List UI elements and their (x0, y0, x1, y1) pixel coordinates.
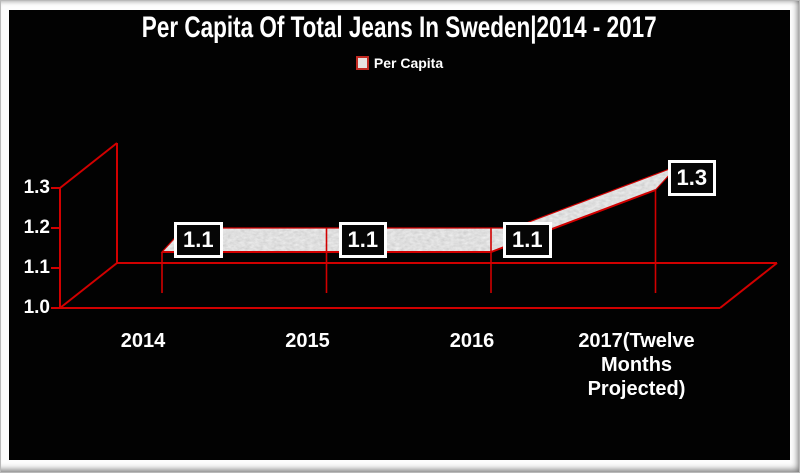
y-tick-label: 1.2 (23, 217, 50, 238)
ribbon-front-edge (162, 189, 656, 253)
wall-top-edge (59, 142, 118, 189)
y-tick-label: 1.1 (23, 257, 50, 278)
y-tick-label: 1.3 (23, 177, 50, 198)
x-category-label: 2016 (449, 330, 495, 352)
x-category-label: 2015 (285, 330, 330, 352)
x-category-label: 2017(Twelve Months Projected) (578, 330, 695, 400)
chart-title: Per Capita Of Total Jeans In Sweden|2014… (9, 11, 790, 45)
legend: Per Capita (9, 55, 790, 71)
series-ribbon (160, 165, 678, 253)
axis-wireframe (51, 142, 778, 309)
wall-bottom-edge (59, 262, 118, 309)
data-label-box: 1.1 (338, 222, 388, 258)
x-category-label: 2014 (120, 330, 166, 352)
chart-title-text: Per Capita Of Total Jeans In Sweden|2014… (142, 11, 657, 44)
data-label-box: 1.1 (503, 222, 552, 258)
legend-swatch-icon (355, 56, 369, 70)
legend-label: Per Capita (373, 55, 444, 71)
y-tick-label: 1.0 (23, 297, 50, 318)
ribbon-surface (162, 166, 678, 252)
floor-right-edge (719, 262, 778, 309)
category-droplines (161, 190, 657, 293)
data-label-box: 1.1 (174, 222, 223, 258)
data-label-box: 1.3 (667, 160, 717, 196)
